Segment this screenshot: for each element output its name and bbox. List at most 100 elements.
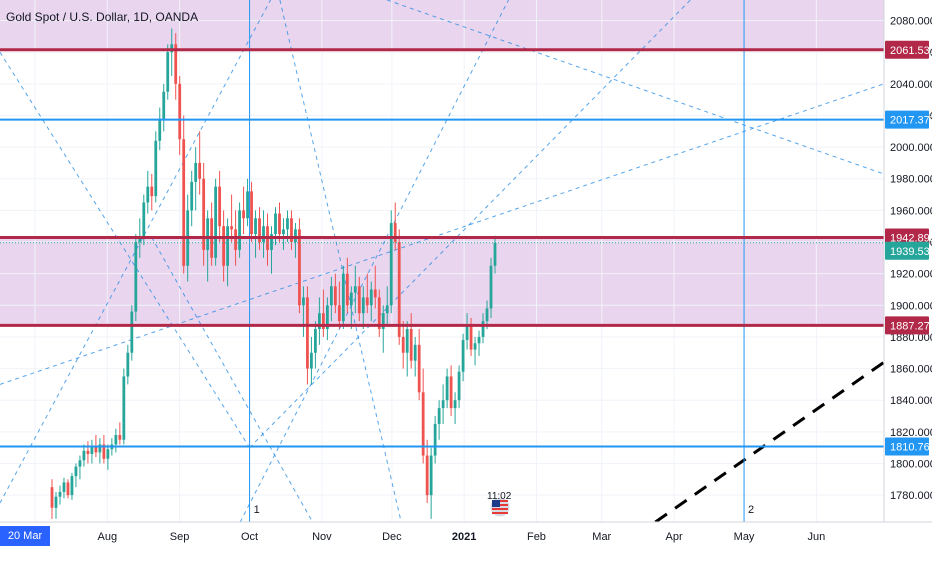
candle <box>298 218 301 314</box>
candle <box>449 365 453 417</box>
candle <box>489 257 493 318</box>
candle-body <box>489 265 493 309</box>
trend-line <box>151 237 313 523</box>
candle <box>126 344 130 385</box>
candle <box>409 313 413 369</box>
candle-body <box>457 371 461 401</box>
candle <box>473 336 477 366</box>
candle <box>66 479 70 499</box>
candle <box>158 107 162 151</box>
candle <box>194 147 198 211</box>
price-tick-label: 2000.000 <box>890 142 932 154</box>
candle-body <box>469 324 473 350</box>
candle-body <box>449 376 453 409</box>
price-tick-label: 2040.000 <box>890 79 932 91</box>
candle-body <box>306 297 309 369</box>
time-tick-label: Jun <box>807 531 825 543</box>
candle-body <box>106 449 110 459</box>
candle <box>333 273 337 314</box>
trend-line <box>249 0 691 449</box>
price-tick-label: 1960.000 <box>890 205 932 217</box>
candle-body <box>294 229 297 243</box>
candle <box>453 392 457 424</box>
price-tick-label: 2080.000 <box>890 16 932 28</box>
candle-body <box>130 311 134 353</box>
price-chart[interactable]: 12 2080.0002060.0002040.0002020.0002000.… <box>0 0 932 550</box>
candle <box>198 131 202 195</box>
candle <box>401 321 405 369</box>
chart-title: Gold Spot / U.S. Dollar, 1D, OANDA <box>6 10 199 24</box>
candle-body <box>218 186 222 227</box>
candle <box>214 178 218 266</box>
highlight-zone <box>0 0 884 50</box>
candle <box>106 444 110 470</box>
time-tick-label: Aug <box>98 531 118 543</box>
candle <box>317 297 321 345</box>
candle <box>50 479 54 519</box>
candle <box>349 286 353 330</box>
candle <box>78 455 82 480</box>
candle <box>82 444 86 467</box>
candle <box>170 28 174 76</box>
candle <box>369 281 373 322</box>
candle-body <box>365 297 369 306</box>
price-label: 1942.895 <box>890 232 932 244</box>
price-tick-label: 1980.000 <box>890 174 932 186</box>
candle <box>465 313 469 350</box>
candle-body <box>385 305 389 314</box>
candle-body <box>258 218 261 243</box>
price-label: 1810.768 <box>890 441 932 453</box>
time-axis[interactable]: JulAugSepOctNovDec2021FebMarAprMayJun <box>0 521 932 550</box>
projection-line <box>654 361 885 524</box>
candle <box>457 365 461 409</box>
candle-body <box>361 297 365 314</box>
candle-body <box>142 202 146 239</box>
candle <box>178 75 182 156</box>
candle <box>417 329 421 401</box>
candle-body <box>134 242 138 312</box>
candle <box>182 115 186 274</box>
candle-body <box>421 392 425 456</box>
price-label-bg <box>885 40 929 59</box>
candle-body <box>182 139 186 266</box>
candle-body <box>433 423 437 456</box>
candle-body <box>162 91 166 119</box>
candle <box>481 313 485 344</box>
candle-body <box>102 444 106 459</box>
candle-body <box>333 286 337 306</box>
candle-body <box>453 400 457 409</box>
candle <box>174 33 178 100</box>
candle-body <box>341 273 345 322</box>
us-flag-icon[interactable] <box>484 492 516 518</box>
candle-body <box>114 435 118 445</box>
time-tick-label: Nov <box>312 531 332 543</box>
candle <box>86 441 90 464</box>
candle <box>262 210 265 258</box>
candle-body <box>158 118 162 141</box>
candle <box>150 174 154 211</box>
candle-body <box>214 186 218 258</box>
candle <box>122 368 126 445</box>
candle <box>146 170 150 214</box>
candle <box>238 202 241 258</box>
candle-body <box>150 186 154 197</box>
candle-body <box>58 491 62 497</box>
candle-body <box>250 191 253 235</box>
time-tick-label: Oct <box>241 531 258 543</box>
candle <box>242 186 245 235</box>
price-tick-label: 1780.000 <box>890 490 932 502</box>
candle-body <box>54 496 58 508</box>
candle-body <box>325 305 329 330</box>
candle-body <box>230 226 233 230</box>
candle <box>294 223 297 258</box>
candle <box>397 229 401 345</box>
candle-body <box>290 218 293 243</box>
candle-body <box>286 218 289 230</box>
candle-body <box>78 460 82 467</box>
trend-lines-layer <box>0 0 885 524</box>
candle <box>385 286 389 325</box>
price-tick-label: 1800.000 <box>890 458 932 470</box>
price-label-bg <box>885 110 929 129</box>
candle-body <box>174 44 178 84</box>
candle <box>58 485 62 505</box>
